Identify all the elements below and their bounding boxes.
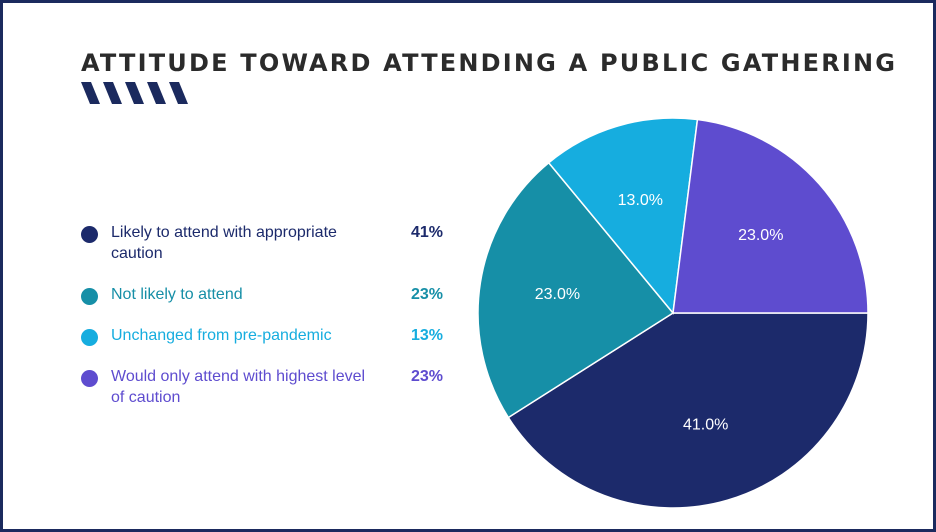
stripe [147, 82, 166, 104]
pie-data-label: 13.0% [618, 192, 663, 209]
legend-dot [81, 226, 98, 243]
pie-chart: 41.0% 23.0% 13.0% 23.0% [477, 117, 869, 509]
legend-label: Not likely to attend [111, 286, 243, 303]
legend-dot [81, 329, 98, 346]
pie-slice-not-likely [477, 161, 675, 419]
stripe [125, 82, 144, 104]
legend-value: 23% [411, 286, 444, 303]
stripe [81, 82, 100, 104]
legend-dot [81, 288, 98, 305]
legend-label: Likely to attend with appropriate cautio… [111, 224, 337, 262]
pie-slice-highest-caution [672, 118, 869, 314]
pie-data-label: 23.0% [738, 227, 783, 244]
pie-data-label: 41.0% [683, 417, 728, 434]
pie-data-label: 23.0% [535, 286, 580, 303]
stripe [169, 82, 188, 104]
legend-dot [81, 370, 98, 387]
pie-slice-unchanged [547, 117, 699, 315]
legend-label: Unchanged from pre-pandemic [111, 327, 332, 344]
chart-title: ATTITUDE TOWARD ATTENDING A PUBLIC GATHE… [81, 49, 898, 77]
legend-value: 13% [411, 327, 444, 344]
legend-value: 23% [411, 368, 444, 385]
legend-value: 41% [411, 224, 444, 241]
title-underline-stripes [81, 82, 188, 104]
legend-label: Would only attend with highest level of … [111, 368, 366, 406]
pie-slice-likely-to-attend [507, 312, 869, 509]
stripe [103, 82, 122, 104]
